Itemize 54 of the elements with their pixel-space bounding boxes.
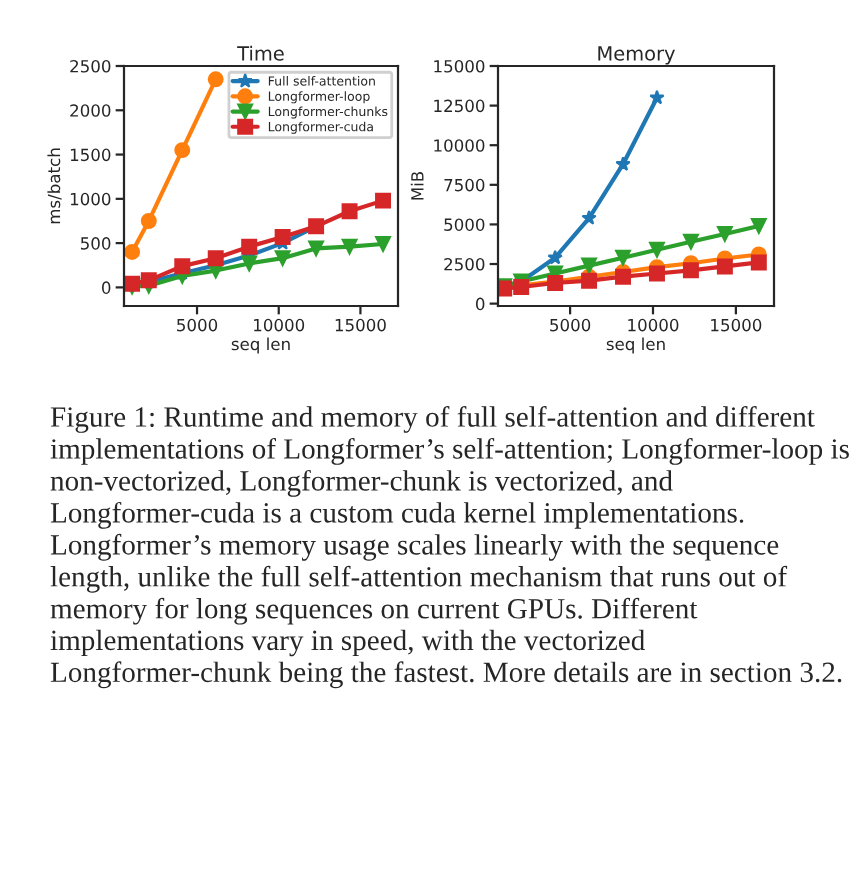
point <box>581 210 597 225</box>
point <box>124 243 141 260</box>
x-axis-title: seq len <box>231 337 290 354</box>
y-tick-label: 2500 <box>70 59 111 73</box>
y-tick-label: 12500 <box>434 99 485 113</box>
y-axis-title: MiB <box>410 171 424 200</box>
point <box>682 233 699 250</box>
chart-title: Memory <box>598 46 675 65</box>
point <box>308 240 325 257</box>
x-tick-label: 5000 <box>177 318 218 332</box>
point <box>716 258 733 275</box>
y-tick-label: 2500 <box>444 257 485 271</box>
y-tick-label: 1500 <box>70 148 111 162</box>
x-tick-label: 10000 <box>628 318 679 332</box>
point <box>750 218 767 234</box>
x-tick-label: 10000 <box>254 318 305 332</box>
point <box>615 249 631 266</box>
point <box>207 250 224 267</box>
point <box>174 258 191 275</box>
point <box>648 241 665 258</box>
point <box>581 257 598 274</box>
point <box>140 213 157 229</box>
point <box>750 254 767 271</box>
point <box>615 268 631 285</box>
point <box>615 156 631 171</box>
point <box>547 249 563 265</box>
point <box>274 228 291 245</box>
y-tick-label: 10000 <box>434 139 485 152</box>
point <box>174 142 191 159</box>
point <box>649 89 665 105</box>
x-tick-label: 15000 <box>711 318 762 332</box>
y-tick-label: 0 <box>101 281 111 294</box>
y-tick-label: 500 <box>80 237 111 250</box>
point <box>375 236 392 252</box>
point <box>375 192 392 209</box>
point <box>341 238 358 255</box>
point <box>207 71 224 88</box>
y-tick-label: 0 <box>475 297 485 311</box>
chart-title: Time <box>237 45 284 61</box>
y-tick-label: 7500 <box>444 178 485 192</box>
y-tick-label: 2000 <box>70 104 111 117</box>
point <box>648 265 665 282</box>
x-tick-label: 5000 <box>550 318 591 332</box>
x-tick-label: 15000 <box>335 318 386 332</box>
point <box>274 250 291 267</box>
y-tick-label: 5000 <box>444 218 485 231</box>
point <box>716 225 733 242</box>
y-tick-label: 1000 <box>70 192 111 206</box>
x-axis-title: seq len <box>606 337 665 354</box>
y-axis-title: ms/batch <box>47 148 62 224</box>
y-tick-label: 15000 <box>434 59 485 73</box>
text: Figure 1: Runtime and memory of full self-attention and different implementations of Longformer’s self-attention; Longformer-loop is non-vectorized, Longformer-chunk is vectorized, and Longformer-cuda is a custom cuda kernel implementations. Longformer’s memory usage scales linearly with the sequence length, unlike the full self-attention mechanism that runs out of memory for long sequences on current GPUs. Different implementations vary in speed, with the vectorized Longformer-chunk being the fastest. More details are in section 3.2. <box>50 406 849 689</box>
point <box>682 262 699 279</box>
point <box>341 203 358 220</box>
